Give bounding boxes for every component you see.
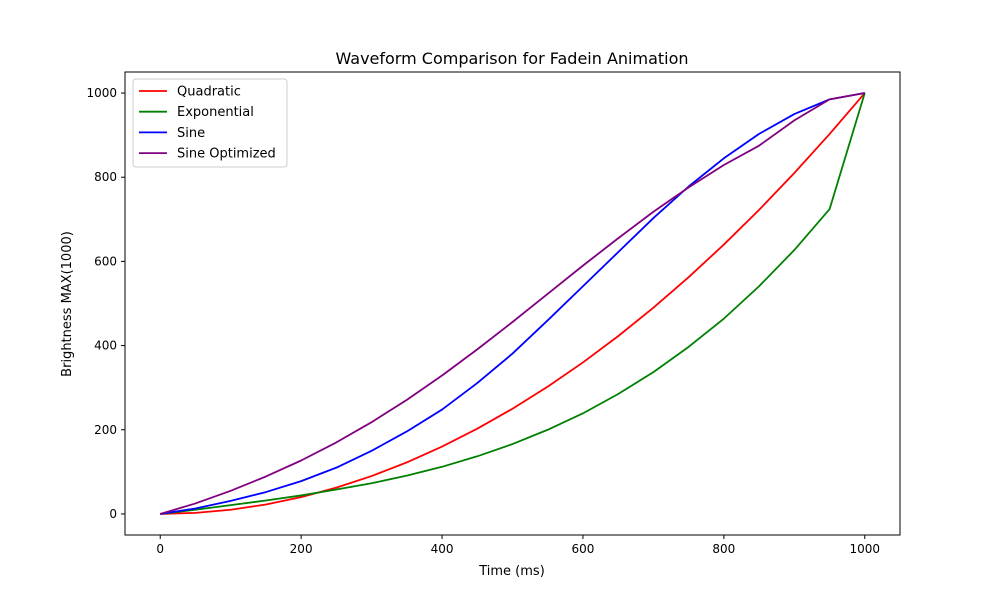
y-axis: 0 200 400 600 800 1000 [86, 86, 125, 521]
series-line-1 [160, 92, 866, 515]
legend-label-3: Sine Optimized [177, 147, 276, 162]
x-axis-label: Time (ms) [478, 564, 545, 579]
x-tick-label-1: 200 [290, 542, 313, 556]
legend: Quadratic Exponential Sine Sine Optimized [132, 78, 288, 168]
plot-frame [124, 71, 901, 536]
x-tick-label-3: 600 [572, 542, 595, 556]
legend-label-0: Quadratic [177, 85, 241, 100]
x-tick-label-0: 0 [156, 542, 164, 556]
x-tick-label-5: 1000 [849, 542, 880, 556]
y-tick-label-0: 0 [109, 507, 117, 521]
legend-label-2: Sine [177, 126, 205, 141]
y-axis-label: Brightness MAX(1000) [60, 231, 75, 377]
y-tick-label-5: 1000 [86, 86, 117, 100]
series-line-2 [160, 92, 865, 515]
series-line-0 [160, 92, 866, 515]
x-axis: 0 200 400 600 800 1000 [156, 535, 880, 556]
x-tick-label-2: 400 [431, 542, 454, 556]
series-line-3 [159, 92, 865, 515]
plot-area [124, 71, 901, 536]
legend-box [132, 78, 288, 168]
y-tick-label-2: 400 [94, 339, 117, 353]
chart-title: Waveform Comparison for Fadein Animation [335, 49, 688, 68]
legend-label-1: Exponential [177, 105, 254, 120]
x-tick-label-4: 800 [712, 542, 735, 556]
y-tick-label-3: 600 [94, 254, 117, 268]
y-tick-label-4: 800 [94, 170, 117, 184]
y-tick-label-1: 200 [94, 423, 117, 437]
